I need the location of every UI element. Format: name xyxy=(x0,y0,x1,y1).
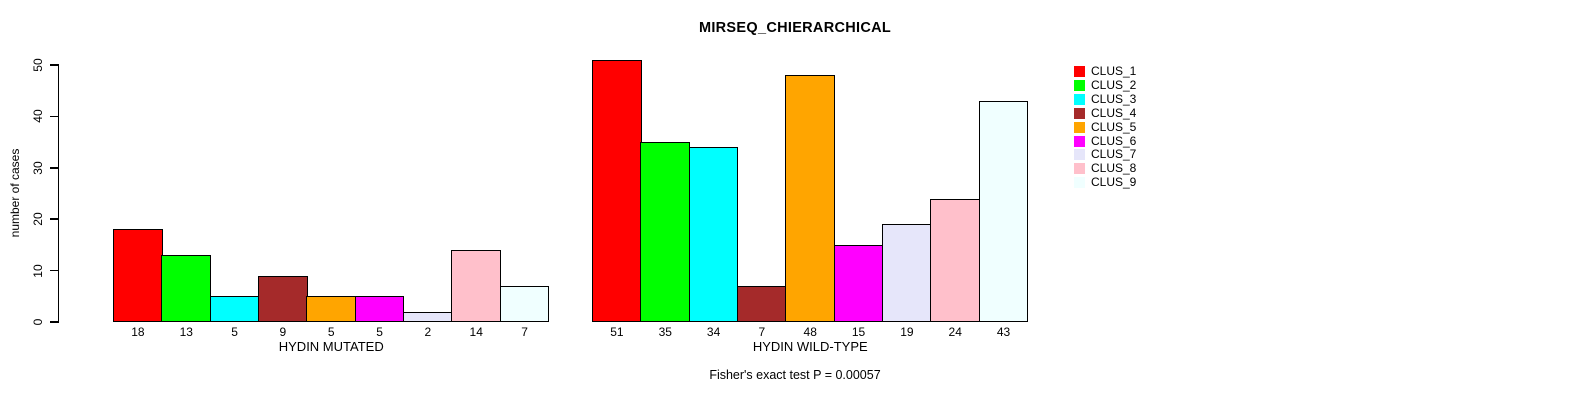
bar-value-label: 7 xyxy=(758,325,766,339)
x-group-label: HYDIN WILD-TYPE xyxy=(752,339,868,354)
bar-value-label: 9 xyxy=(279,325,287,339)
legend-label-clus_8: CLUS_8 xyxy=(1091,161,1137,176)
bar-value-label: 14 xyxy=(469,325,483,339)
bar-clus_6 xyxy=(354,296,405,322)
legend-label-clus_6: CLUS_6 xyxy=(1091,133,1137,148)
bar-value-label: 48 xyxy=(803,325,817,339)
y-tick-label: 30 xyxy=(31,161,45,175)
legend-label-clus_5: CLUS_5 xyxy=(1091,119,1137,134)
legend-swatch-clus_1 xyxy=(1074,66,1085,77)
y-tick-mark xyxy=(50,115,58,118)
y-tick-label: 20 xyxy=(31,212,45,226)
bar-clus_6 xyxy=(833,244,884,322)
legend-label-clus_1: CLUS_1 xyxy=(1091,64,1137,78)
legend-swatch-clus_8 xyxy=(1074,163,1085,175)
bar-value-label: 15 xyxy=(851,325,866,339)
y-tick-label: 50 xyxy=(31,58,45,72)
legend-swatch-clus_2 xyxy=(1074,79,1085,91)
y-tick-mark xyxy=(50,64,58,66)
bar-clus_4 xyxy=(257,275,308,322)
legend-swatch-clus_7 xyxy=(1074,149,1085,161)
bar-value-label: 2 xyxy=(424,325,432,339)
bar-value-label: 34 xyxy=(706,325,721,339)
bar-value-label: 19 xyxy=(900,325,914,339)
bar-clus_3 xyxy=(688,147,739,322)
legend-label-clus_4: CLUS_4 xyxy=(1091,105,1137,120)
bar-clus_7 xyxy=(402,311,453,322)
bar-clus_8 xyxy=(451,250,502,322)
legend-swatch-clus_6 xyxy=(1074,135,1085,147)
y-axis-label: number of cases xyxy=(8,148,22,238)
bar-value-label: 7 xyxy=(521,325,528,339)
legend-label-clus_7: CLUS_7 xyxy=(1091,147,1137,162)
legend-swatch-clus_9 xyxy=(1074,177,1085,189)
bar-value-label: 51 xyxy=(610,325,624,339)
bar-clus_1 xyxy=(592,59,642,322)
bar-clus_2 xyxy=(161,255,212,322)
y-tick-label: 10 xyxy=(31,263,45,278)
bar-clus_1 xyxy=(113,229,163,322)
bar-value-label: 5 xyxy=(376,325,383,339)
y-tick-label: 40 xyxy=(31,109,45,124)
y-tick-label: 0 xyxy=(31,318,45,326)
bar-clus_3 xyxy=(209,296,260,322)
bar-clus_7 xyxy=(881,224,932,322)
bar-clus_4 xyxy=(736,286,787,322)
y-tick-mark xyxy=(50,167,58,169)
bar-value-label: 5 xyxy=(327,325,335,339)
bar-value-label: 13 xyxy=(179,325,193,339)
y-tick-mark xyxy=(50,269,58,272)
chart-title: MIRSEQ_CHIERARCHICAL xyxy=(698,20,892,36)
bar-clus_2 xyxy=(640,142,691,322)
legend-label-clus_3: CLUS_3 xyxy=(1091,91,1137,106)
fisher-test-annotation: Fisher's exact test P = 0.00057 xyxy=(709,368,881,382)
y-tick-mark xyxy=(50,321,58,323)
legend-label-clus_9: CLUS_9 xyxy=(1091,175,1137,190)
bar-clus_9 xyxy=(978,100,1029,322)
bar-value-label: 18 xyxy=(131,325,145,339)
bar-clus_5 xyxy=(785,75,836,322)
y-axis-line xyxy=(57,64,59,323)
y-tick-mark xyxy=(50,218,58,220)
bar-clus_9 xyxy=(499,286,550,322)
bar-value-label: 5 xyxy=(231,325,238,339)
legend-swatch-clus_5 xyxy=(1074,121,1085,133)
x-group-label: HYDIN MUTATED xyxy=(278,339,384,354)
bar-clus_8 xyxy=(930,198,981,322)
legend-swatch-clus_3 xyxy=(1074,93,1085,105)
bar-clus_5 xyxy=(306,296,357,322)
bar-value-label: 24 xyxy=(948,325,962,339)
legend-swatch-clus_4 xyxy=(1074,107,1085,119)
legend-label-clus_2: CLUS_2 xyxy=(1091,77,1137,92)
bar-value-label: 43 xyxy=(996,325,1011,339)
bar-value-label: 35 xyxy=(658,325,672,339)
